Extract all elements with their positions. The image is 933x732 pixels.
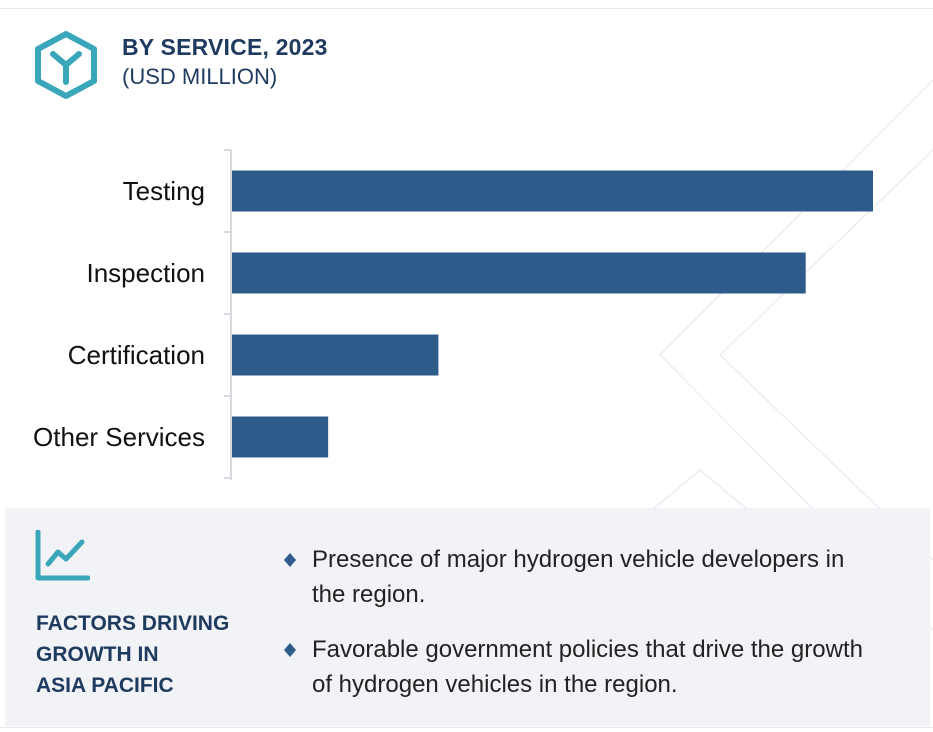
diamond-bullet-icon: [284, 553, 296, 567]
factors-heading-line: FACTORS DRIVING: [36, 612, 230, 635]
hexagon-y-logo-icon: [35, 31, 97, 99]
factor-item-line: Favorable government policies that drive…: [312, 636, 863, 663]
bar-certification: [232, 334, 439, 376]
factor-item-line: the region.: [312, 581, 426, 608]
category-label: Certification: [68, 340, 205, 370]
top-divider: [0, 8, 933, 9]
factor-item-line: of hydrogen vehicles in the region.: [312, 671, 678, 698]
factor-item: Favorable government policies that drive…: [312, 632, 912, 702]
bar-inspection: [232, 252, 806, 294]
factors-heading-line: ASIA PACIFIC: [36, 674, 174, 697]
chart-title: BY SERVICE, 2023: [122, 34, 328, 60]
factors-heading: FACTORS DRIVING GROWTH IN ASIA PACIFIC: [36, 608, 229, 701]
bar-other-services: [232, 416, 329, 458]
service-bar-chart: Testing Inspection Certification Other Serv…: [33, 149, 873, 480]
factors-panel: [5, 508, 930, 726]
chart-subtitle: (USD MILLION): [122, 64, 278, 89]
category-label: Inspection: [86, 258, 205, 288]
bottom-divider: [0, 727, 933, 728]
category-label: Testing: [123, 176, 205, 206]
factor-item-line: Presence of major hydrogen vehicle devel…: [312, 546, 845, 573]
diamond-bullet-icon: [284, 643, 296, 657]
category-label: Other Services: [33, 422, 205, 452]
factor-item: Presence of major hydrogen vehicle devel…: [312, 542, 912, 612]
trend-line-icon: [35, 530, 90, 581]
factors-heading-line: GROWTH IN: [36, 643, 159, 666]
bar-testing: [232, 170, 873, 212]
